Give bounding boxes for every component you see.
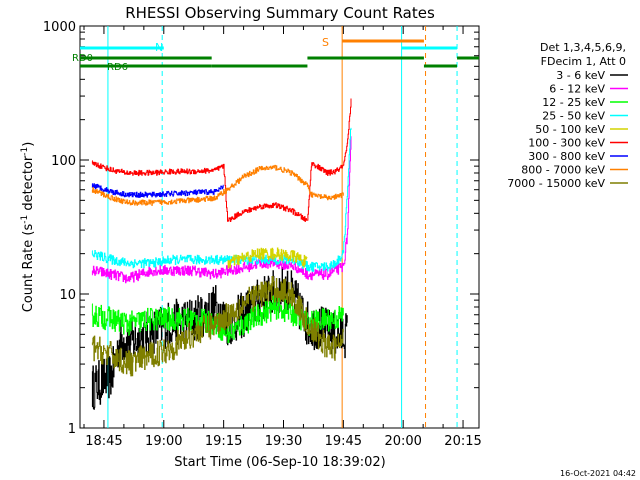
legend-label: 25 - 50 keV <box>542 110 605 123</box>
label-N: N <box>155 41 163 54</box>
series-line <box>227 247 308 269</box>
x-tick-label: 20:00 <box>384 434 421 449</box>
legend-label: 800 - 7000 keV <box>521 164 605 177</box>
vertical-markers <box>107 26 458 428</box>
plot-frame <box>79 25 480 429</box>
timestamp: 16-Oct-2021 04:42 <box>560 469 636 478</box>
legend-label: 50 - 100 keV <box>535 123 605 136</box>
axis-ticks <box>80 25 479 429</box>
chart-title: RHESSI Observing Summary Count Rates <box>125 4 435 22</box>
series-line <box>91 276 344 377</box>
label-S: S <box>322 36 329 49</box>
legend-label: 100 - 300 keV <box>528 137 605 150</box>
y-tick-label: 1000 <box>43 20 76 35</box>
status-bars <box>80 39 479 68</box>
series-line <box>91 136 352 284</box>
y-tick-label: 1 <box>68 422 76 437</box>
y-tick-label: 10 <box>59 288 76 303</box>
y-tick-label: 100 <box>51 154 76 169</box>
label-RD0: RD0 <box>72 53 93 64</box>
legend-label: 300 - 800 keV <box>528 150 605 163</box>
label-RD6: RD6 <box>107 62 128 73</box>
x-tick-label: 18:45 <box>85 434 122 449</box>
x-tick-label: 19:15 <box>205 434 242 449</box>
legend-header-2: FDecim 1, Att 0 <box>541 55 626 68</box>
x-tick-labels: 18:45 19:00 19:15 19:30 19:45 20:00 20:15 <box>85 434 482 449</box>
x-tick-label: 20:15 <box>444 434 481 449</box>
series-line <box>91 267 348 410</box>
series-line <box>91 98 352 222</box>
x-tick-label: 19:30 <box>265 434 302 449</box>
y-axis-label: Count Rate (s-1 detector-1) <box>20 142 36 313</box>
series-line <box>91 164 344 206</box>
y-tick-labels: 1 10 100 1000 <box>43 20 76 437</box>
legend-header-1: Det 1,3,4,5,6,9, <box>540 41 626 54</box>
series-line <box>91 127 352 272</box>
legend-label: 6 - 12 keV <box>549 83 605 96</box>
legend-label: 7000 - 15000 keV <box>507 177 605 190</box>
x-axis-label: Start Time (06-Sep-10 18:39:02) <box>174 455 385 470</box>
x-tick-label: 19:45 <box>325 434 362 449</box>
series-line <box>91 183 224 198</box>
series-lines <box>91 98 352 410</box>
legend-label: 3 - 6 keV <box>556 69 605 82</box>
x-tick-label: 19:00 <box>145 434 182 449</box>
legend-label: 12 - 25 keV <box>542 96 605 109</box>
